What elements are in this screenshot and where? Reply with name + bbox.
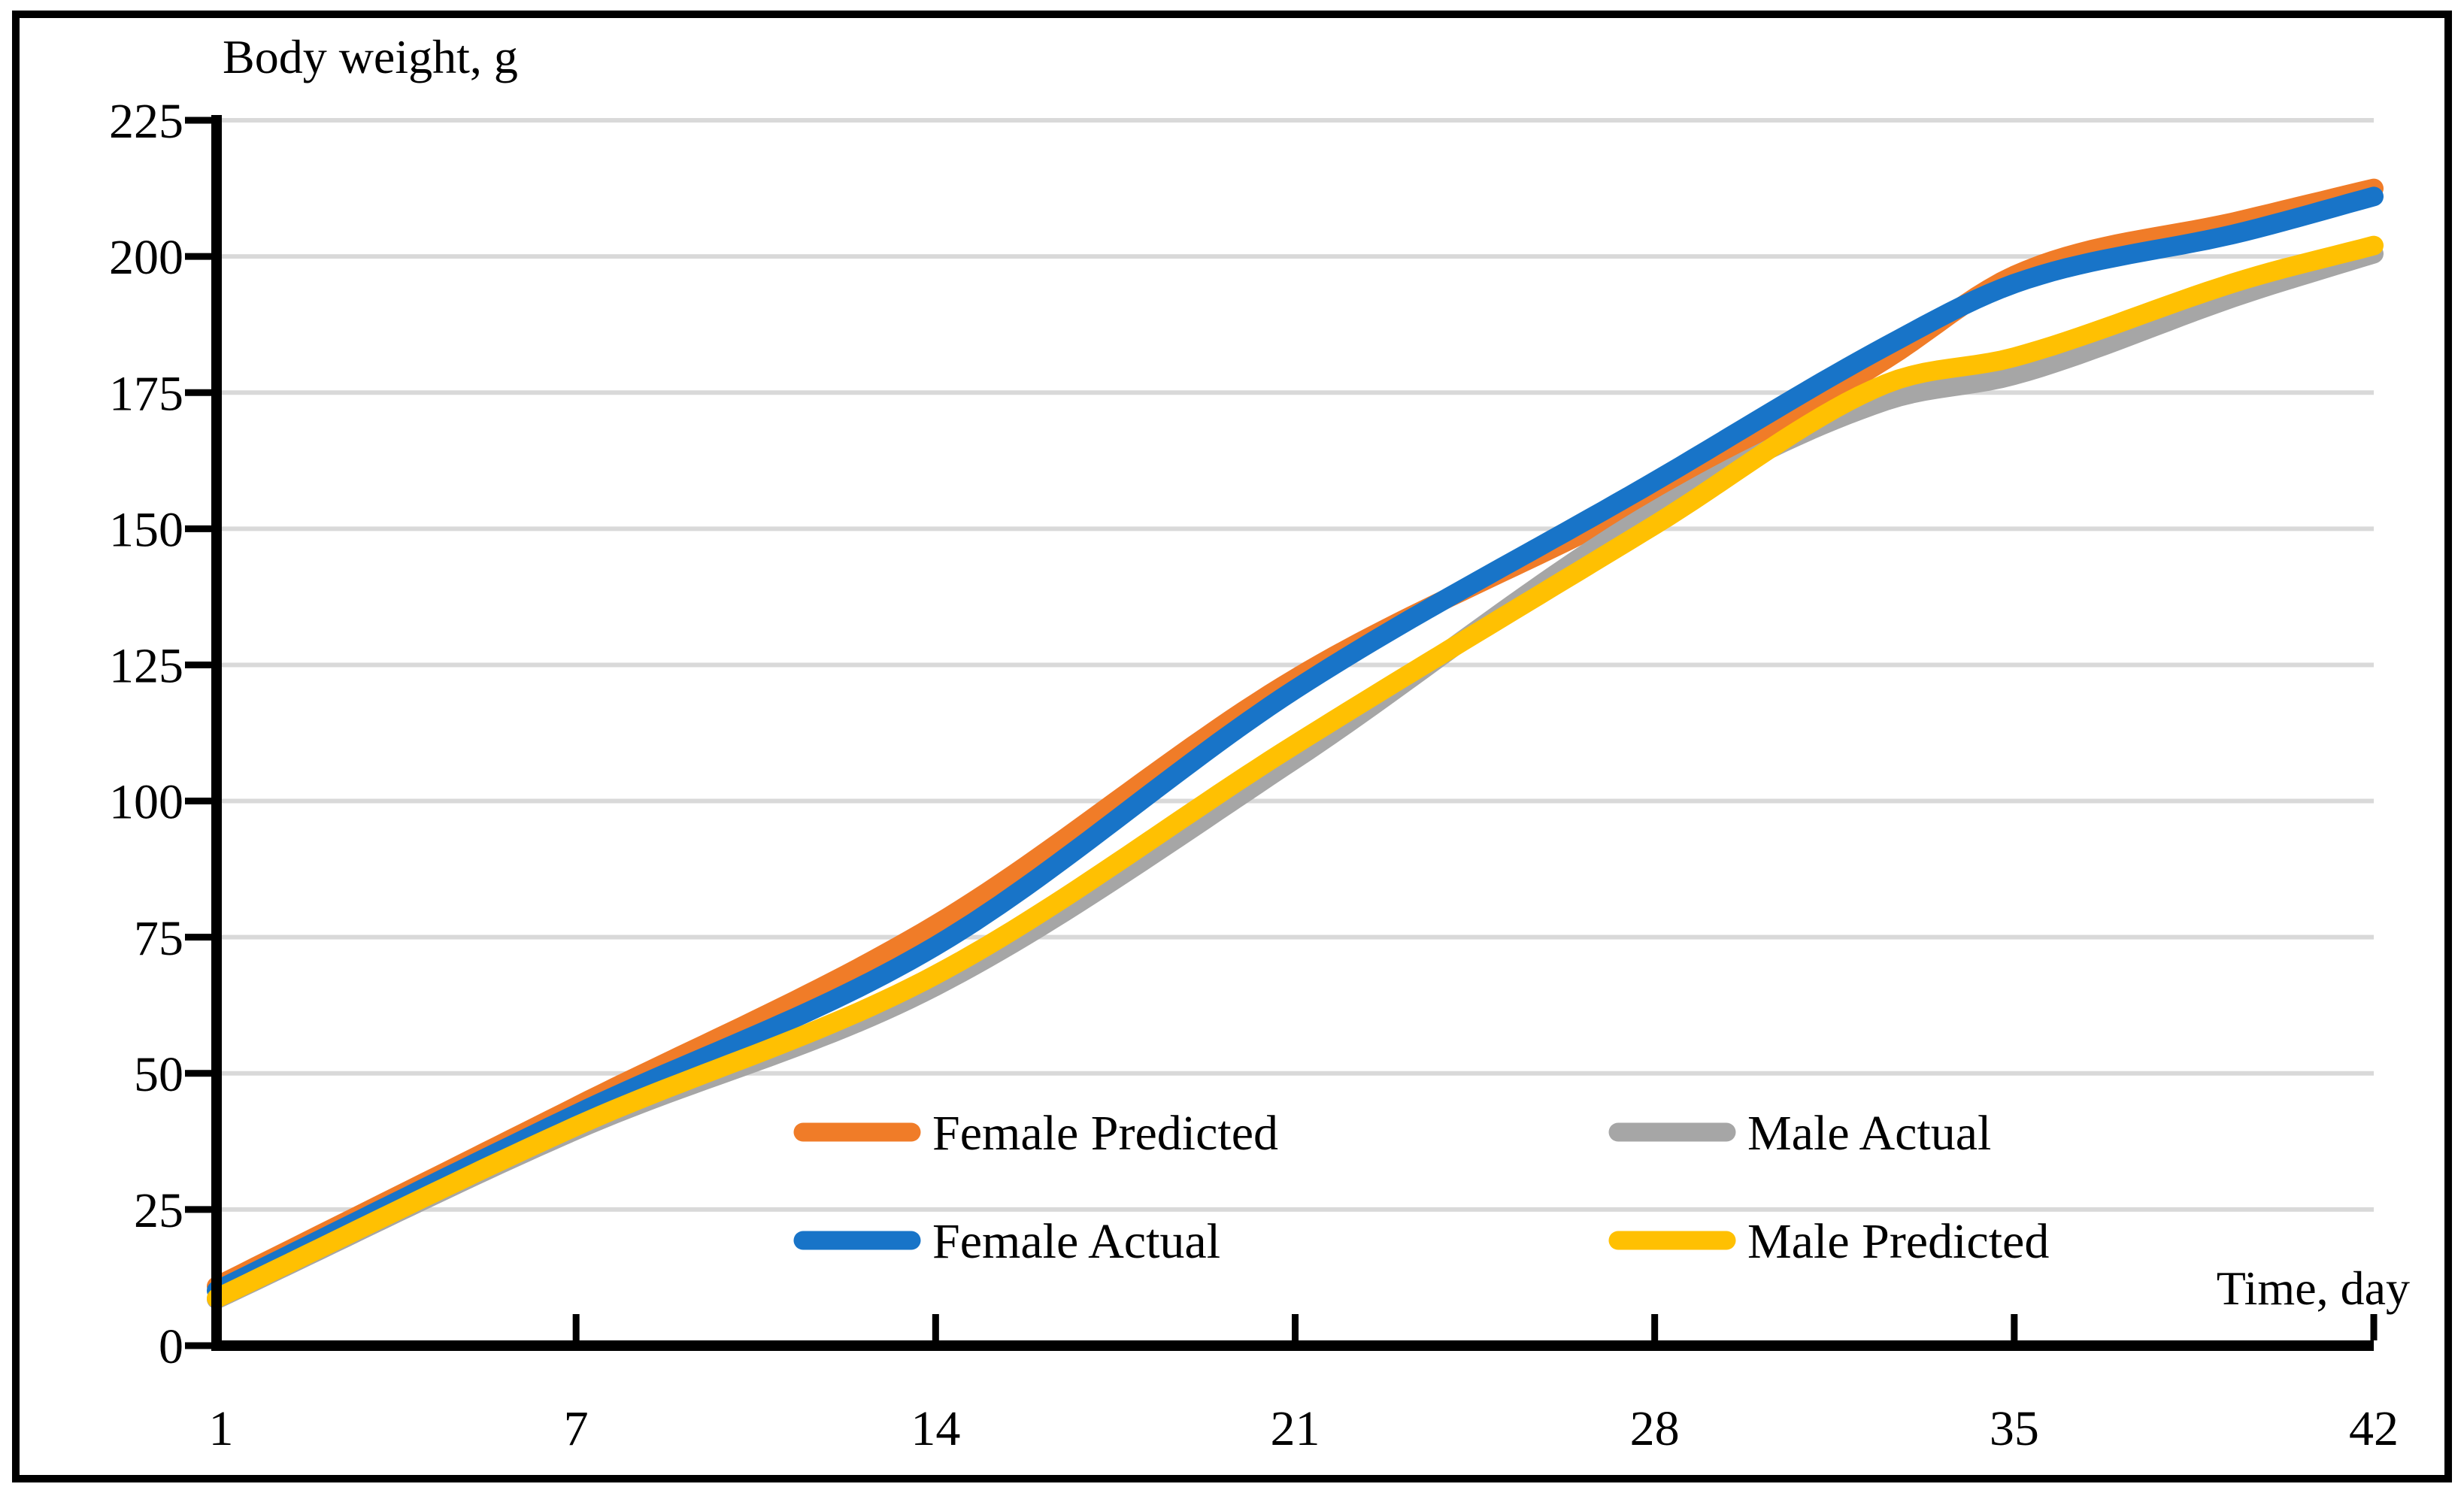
x-tick-label-1: 1 (209, 1401, 234, 1456)
legend-item-male-actual: Male Actual (1608, 1106, 1991, 1161)
y-axis-title: Body weight, g (223, 30, 518, 83)
series-curves (207, 178, 2384, 1310)
x-tick-label-35: 35 (1990, 1401, 2039, 1456)
tick-labels: 0 25 50 75 100 125 150 175 200 225 1 7 14 21 28 35 42 (109, 94, 2399, 1456)
x-tick-label-14: 14 (911, 1401, 960, 1456)
x-tick-label-28: 28 (1630, 1401, 1680, 1456)
gridlines (217, 118, 2374, 1212)
series-line-male-predicted (207, 235, 2384, 1308)
legend-item-female-actual: Female Actual (793, 1214, 1220, 1269)
x-tick-label-7: 7 (564, 1401, 589, 1456)
y-tick-label-0: 0 (159, 1319, 183, 1374)
legend-label: Female Actual (932, 1214, 1220, 1269)
x-tick-label-42: 42 (2349, 1401, 2399, 1456)
x-tick-label-21: 21 (1271, 1401, 1320, 1456)
y-tick-label-75: 75 (134, 911, 183, 966)
legend-item-female-predicted: Female Predicted (793, 1106, 1278, 1161)
y-tick-label-150: 150 (109, 502, 183, 557)
y-tick-label-175: 175 (109, 366, 183, 421)
figure-border (12, 11, 2452, 1482)
y-tick-label-50: 50 (134, 1047, 183, 1102)
legend: Female Predicted Female Actual Male Actual… (793, 1106, 2049, 1269)
tick-marks (185, 117, 2378, 1349)
y-tick-label-25: 25 (134, 1183, 183, 1238)
axes (211, 115, 2374, 1351)
y-tick-label-200: 200 (109, 230, 183, 285)
legend-label: Male Predicted (1747, 1214, 2049, 1269)
legend-label: Female Predicted (932, 1106, 1278, 1161)
y-tick-label-225: 225 (109, 94, 183, 149)
legend-label: Male Actual (1747, 1106, 1991, 1161)
x-axis-title: Time, day (2217, 1261, 2410, 1315)
series-line-female-actual (207, 186, 2384, 1301)
legend-item-male-predicted: Male Predicted (1608, 1214, 2049, 1269)
y-tick-label-125: 125 (109, 639, 183, 694)
y-tick-label-100: 100 (109, 775, 183, 830)
